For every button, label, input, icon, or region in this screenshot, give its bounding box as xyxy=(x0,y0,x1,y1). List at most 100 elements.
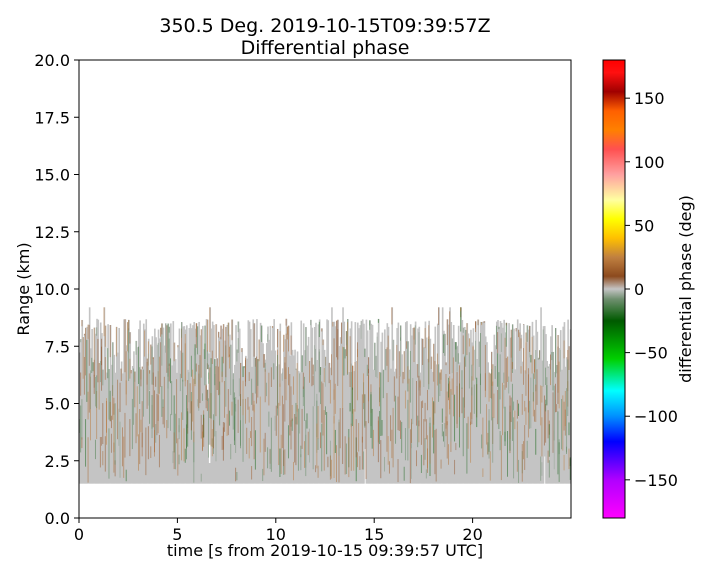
x-tick-label: 20 xyxy=(462,525,482,544)
heatmap-column xyxy=(448,324,450,484)
heatmap-column xyxy=(568,346,571,484)
heatmap-cell xyxy=(486,404,488,445)
heatmap-cell xyxy=(189,383,191,414)
heatmap-cell xyxy=(352,365,353,390)
heatmap-column xyxy=(343,321,346,484)
heatmap-cell xyxy=(211,350,213,365)
heatmap-column xyxy=(101,333,103,484)
heatmap-cell xyxy=(88,324,90,366)
heatmap-cell xyxy=(413,327,415,363)
heatmap-cell xyxy=(322,383,324,436)
heatmap-cell xyxy=(519,332,521,351)
heatmap-column xyxy=(273,319,275,484)
heatmap-cell xyxy=(214,374,216,437)
heatmap-column xyxy=(569,329,571,484)
heatmap-cell xyxy=(523,324,524,325)
heatmap-cell xyxy=(542,329,544,387)
heatmap-column xyxy=(477,319,480,484)
heatmap-cell xyxy=(420,454,422,473)
heatmap-cell xyxy=(216,358,218,390)
heatmap-cell xyxy=(557,346,559,404)
heatmap-column xyxy=(103,307,106,484)
heatmap-cell xyxy=(147,426,149,460)
heatmap-cell xyxy=(411,418,412,443)
heatmap-cell xyxy=(559,349,561,372)
heatmap-cell xyxy=(149,391,151,424)
heatmap-cell xyxy=(208,372,210,384)
heatmap-cell xyxy=(444,422,446,448)
heatmap-cell xyxy=(161,386,163,417)
heatmap-cell xyxy=(325,406,326,415)
heatmap-cell xyxy=(135,413,137,444)
heatmap-column xyxy=(236,349,239,484)
heatmap-cell xyxy=(337,319,339,360)
heatmap-cell xyxy=(277,354,278,416)
heatmap-cell xyxy=(241,348,243,353)
heatmap-cell xyxy=(481,322,483,326)
heatmap-column xyxy=(280,373,283,484)
heatmap-cell xyxy=(403,466,405,481)
heatmap-column xyxy=(377,318,380,484)
heatmap-column xyxy=(183,326,186,484)
heatmap-cell xyxy=(147,353,149,406)
heatmap-cell xyxy=(284,449,286,475)
heatmap-cell xyxy=(540,456,542,481)
heatmap-cell xyxy=(124,319,126,373)
heatmap-column xyxy=(231,319,234,484)
heatmap-cell xyxy=(181,412,182,461)
heatmap-cell xyxy=(195,363,197,372)
heatmap-column xyxy=(423,347,426,484)
heatmap-column xyxy=(559,330,562,484)
heatmap-cell xyxy=(200,414,202,439)
heatmap-cell xyxy=(133,368,135,425)
heatmap-cell xyxy=(513,417,515,479)
heatmap-column xyxy=(371,324,374,484)
heatmap-cell xyxy=(114,403,116,465)
heatmap-cell xyxy=(400,325,401,341)
heatmap-cell xyxy=(497,332,499,354)
heatmap-cell xyxy=(278,402,280,466)
heatmap-cell xyxy=(306,413,308,429)
heatmap-cell xyxy=(529,325,531,352)
heatmap-cell xyxy=(80,372,82,396)
heatmap-column xyxy=(326,319,328,484)
heatmap-column xyxy=(172,321,175,484)
heatmap-cell xyxy=(108,369,110,420)
heatmap-cell xyxy=(202,393,203,401)
x-tick-label: 5 xyxy=(172,525,182,544)
heatmap-column xyxy=(222,324,225,484)
heatmap-column xyxy=(217,331,220,484)
heatmap-cell xyxy=(525,332,527,374)
heatmap-cell xyxy=(162,399,164,408)
heatmap-cell xyxy=(482,468,484,477)
heatmap-cell xyxy=(460,307,462,312)
heatmap-cell xyxy=(325,356,326,387)
heatmap-cell xyxy=(96,327,98,336)
heatmap-column xyxy=(388,349,391,484)
heatmap-cell xyxy=(526,325,528,342)
heatmap-cell xyxy=(408,378,410,429)
heatmap-cell xyxy=(545,367,547,385)
heatmap-cell xyxy=(441,423,443,437)
heatmap-cell xyxy=(188,372,190,403)
heatmap-cell xyxy=(204,350,206,384)
heatmap-cell xyxy=(317,405,319,439)
heatmap-cell xyxy=(293,376,294,395)
heatmap-cell xyxy=(270,417,272,472)
heatmap-cell xyxy=(152,372,154,428)
heatmap-cell xyxy=(268,372,270,406)
heatmap-cell xyxy=(194,374,196,387)
heatmap-cell xyxy=(151,346,153,385)
heatmap-column xyxy=(258,339,261,484)
heatmap-cell xyxy=(157,342,159,394)
heatmap-column xyxy=(382,369,385,484)
heatmap-cell xyxy=(475,321,476,332)
heatmap-cell xyxy=(82,337,84,379)
heatmap-cell xyxy=(382,369,384,399)
heatmap-cell xyxy=(465,329,467,367)
heatmap-column xyxy=(150,344,152,484)
heatmap-cell xyxy=(418,332,420,391)
heatmap-cell xyxy=(445,416,447,437)
heatmap-cell xyxy=(354,361,356,412)
heatmap-cell xyxy=(371,408,373,449)
